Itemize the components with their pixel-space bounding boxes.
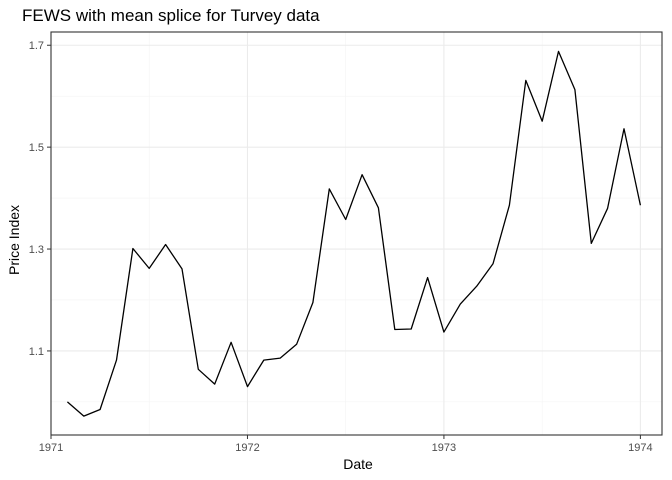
x-tick-label: 1973 (432, 442, 456, 454)
grid-lines (50, 32, 662, 435)
x-tick-label: 1971 (39, 442, 63, 454)
x-tick-label: 1972 (235, 442, 259, 454)
y-tick-label: 1.5 (29, 142, 44, 154)
x-axis-title: Date (343, 456, 373, 472)
panel-border (50, 31, 663, 436)
y-axis: 1.1 1.3 1.5 1.7 (29, 40, 51, 358)
y-axis-title: Price Index (6, 205, 22, 275)
y-tick-label: 1.3 (29, 244, 44, 256)
chart-title: FEWS with mean splice for Turvey data (22, 6, 320, 25)
series-layer (66, 50, 642, 417)
y-tick-label: 1.7 (29, 40, 44, 52)
y-tick-label: 1.1 (29, 346, 44, 358)
x-axis: 1971 1972 1973 1974 (39, 435, 653, 454)
x-tick-label: 1974 (628, 442, 652, 454)
series-line (66, 50, 642, 417)
